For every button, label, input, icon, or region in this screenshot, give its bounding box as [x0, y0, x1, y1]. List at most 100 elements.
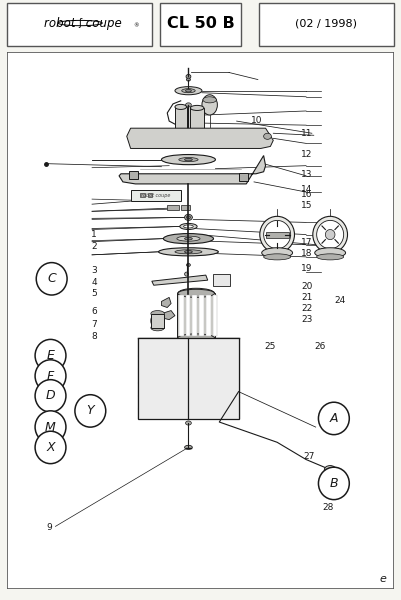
- Bar: [181, 205, 190, 210]
- Bar: [138, 338, 239, 419]
- Text: 17: 17: [301, 238, 312, 247]
- Ellipse shape: [151, 313, 164, 329]
- Text: 9: 9: [46, 523, 52, 532]
- Ellipse shape: [186, 216, 190, 219]
- Ellipse shape: [186, 263, 190, 266]
- Ellipse shape: [184, 445, 192, 449]
- Ellipse shape: [158, 248, 218, 256]
- Ellipse shape: [263, 254, 291, 260]
- Text: 14: 14: [301, 185, 312, 194]
- Text: 21: 21: [301, 293, 312, 302]
- Circle shape: [36, 263, 67, 295]
- Ellipse shape: [186, 421, 191, 425]
- Text: robot: robot: [44, 17, 79, 29]
- Text: 25: 25: [264, 342, 276, 351]
- Text: 23: 23: [301, 315, 312, 324]
- Text: 11: 11: [301, 130, 312, 139]
- Text: B: B: [330, 477, 338, 490]
- Ellipse shape: [184, 272, 188, 276]
- Bar: [259, 4, 394, 46]
- Ellipse shape: [262, 248, 293, 258]
- Text: 3: 3: [91, 266, 97, 275]
- Text: E: E: [47, 349, 55, 362]
- Polygon shape: [119, 155, 265, 184]
- Text: 6: 6: [91, 307, 97, 316]
- Circle shape: [35, 411, 66, 443]
- Ellipse shape: [175, 250, 202, 254]
- Polygon shape: [152, 275, 208, 285]
- Bar: [213, 274, 230, 286]
- Ellipse shape: [186, 74, 191, 79]
- Ellipse shape: [177, 236, 200, 241]
- Ellipse shape: [190, 136, 204, 141]
- Text: 5: 5: [91, 289, 97, 298]
- Text: 13: 13: [301, 170, 312, 179]
- Bar: [129, 171, 138, 179]
- Ellipse shape: [180, 223, 197, 230]
- Bar: [167, 205, 179, 210]
- Ellipse shape: [313, 217, 348, 253]
- Ellipse shape: [186, 89, 191, 92]
- Text: coupe: coupe: [82, 17, 122, 29]
- Ellipse shape: [315, 248, 346, 258]
- Text: C: C: [47, 272, 56, 286]
- Text: (02 / 1998): (02 / 1998): [295, 18, 357, 28]
- Ellipse shape: [184, 251, 192, 253]
- Ellipse shape: [190, 106, 204, 110]
- Text: ®: ®: [134, 23, 139, 28]
- Ellipse shape: [182, 89, 195, 93]
- Text: 28: 28: [322, 503, 334, 512]
- Ellipse shape: [260, 217, 294, 253]
- Ellipse shape: [324, 466, 336, 473]
- Bar: [140, 193, 145, 197]
- Bar: [175, 107, 186, 133]
- Bar: [265, 232, 289, 238]
- Ellipse shape: [186, 78, 190, 81]
- Bar: [148, 193, 152, 197]
- Ellipse shape: [184, 238, 192, 240]
- Text: e: e: [380, 574, 387, 584]
- Text: 18: 18: [301, 249, 312, 258]
- Circle shape: [318, 467, 349, 500]
- Ellipse shape: [179, 158, 198, 161]
- Text: A: A: [330, 412, 338, 425]
- Ellipse shape: [184, 214, 192, 220]
- Text: 24: 24: [334, 296, 345, 305]
- Text: D: D: [46, 389, 55, 403]
- Text: 10: 10: [251, 116, 262, 125]
- Text: 8: 8: [91, 332, 97, 341]
- Bar: [186, 295, 190, 336]
- Bar: [190, 108, 204, 139]
- Circle shape: [75, 395, 106, 427]
- Ellipse shape: [175, 86, 202, 95]
- Ellipse shape: [325, 230, 335, 239]
- Text: 15: 15: [301, 201, 312, 210]
- Bar: [7, 4, 152, 46]
- Ellipse shape: [184, 225, 193, 228]
- Ellipse shape: [151, 311, 164, 317]
- Text: robot coupe: robot coupe: [141, 193, 170, 198]
- Ellipse shape: [202, 95, 217, 115]
- Bar: [239, 173, 248, 181]
- Polygon shape: [162, 298, 171, 308]
- Bar: [206, 295, 211, 336]
- Text: 27: 27: [303, 452, 314, 461]
- Ellipse shape: [163, 233, 213, 244]
- Text: 1: 1: [91, 230, 97, 239]
- Polygon shape: [127, 128, 273, 148]
- Ellipse shape: [178, 334, 215, 342]
- Bar: [160, 4, 241, 46]
- Ellipse shape: [162, 155, 215, 164]
- Bar: [151, 314, 164, 328]
- Circle shape: [35, 340, 66, 372]
- Ellipse shape: [175, 104, 186, 109]
- Circle shape: [318, 402, 349, 434]
- Ellipse shape: [263, 220, 291, 249]
- Text: 22: 22: [301, 304, 312, 313]
- Text: Y: Y: [87, 404, 94, 418]
- Text: 16: 16: [301, 190, 312, 199]
- Text: F: F: [47, 370, 54, 383]
- Text: M: M: [45, 421, 56, 434]
- Text: 26: 26: [314, 342, 325, 351]
- Bar: [177, 293, 215, 338]
